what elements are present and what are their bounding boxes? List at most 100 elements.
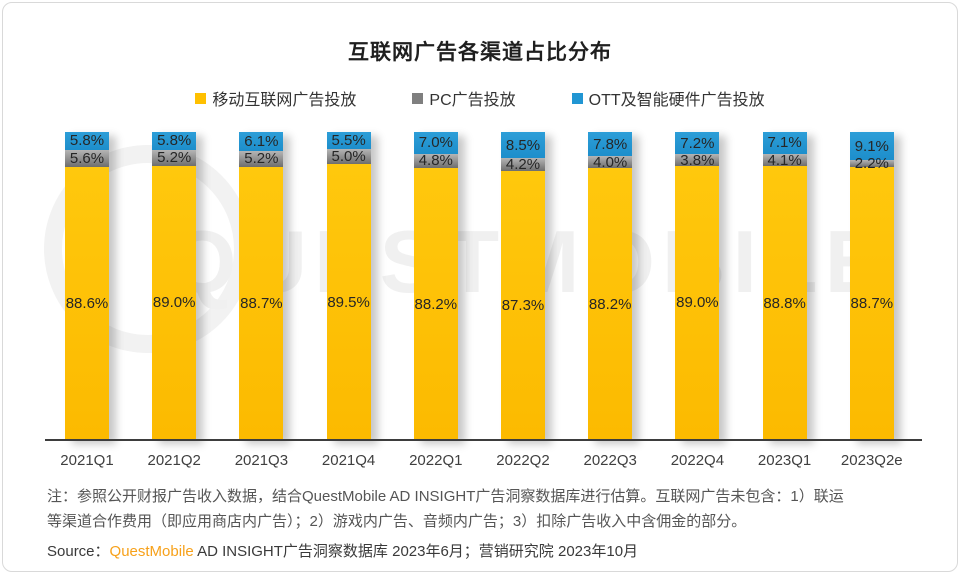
legend-swatch-icon bbox=[195, 92, 207, 104]
bar-segment-pc: 3.8% bbox=[675, 151, 720, 169]
legend-swatch-icon bbox=[571, 92, 583, 104]
segment-value-label: 88.6% bbox=[65, 295, 109, 313]
legend-item-1: PC广告投放 bbox=[412, 86, 516, 110]
bar-segment-pc: 4.8% bbox=[413, 152, 458, 170]
bar-segment-mobile: 88.7% bbox=[849, 166, 894, 440]
segment-value-label: 5.2% bbox=[244, 150, 279, 168]
x-axis-label-2022Q1: 2022Q1 bbox=[409, 452, 463, 469]
segment-value-label: 7.2% bbox=[680, 134, 715, 152]
segment-value-label: 5.6% bbox=[69, 149, 105, 167]
segment-value-label: 2.2% bbox=[854, 154, 889, 172]
x-axis-label-2021Q4: 2021Q4 bbox=[321, 452, 376, 469]
stacked-bar-2022Q4: 7.2% 3.8% 89.0% bbox=[675, 132, 720, 440]
bar-segment-mobile: 88.2% bbox=[588, 168, 633, 440]
legend-item-0: 移动互联网广告投放 bbox=[195, 86, 356, 110]
segment-value-label: 7.0% bbox=[418, 134, 453, 152]
bar-segment-ott: 9.1% bbox=[849, 132, 894, 161]
bar-segment-pc: 5.0% bbox=[326, 148, 371, 166]
footnote-line-1: 注：参照公开财报广告收入数据，结合QuestMobile AD INSIGHT广… bbox=[47, 488, 844, 505]
bar-segment-mobile: 88.8% bbox=[762, 166, 807, 440]
stacked-bar-chart: 5.8% 5.6% 88.6% 5.8% 5.2% 89.0% 6.1% 5.2% 88.7% 5… bbox=[0, 132, 960, 440]
bar-segment-mobile: 89.0% bbox=[152, 165, 197, 440]
segment-value-label: 5.8% bbox=[157, 132, 192, 150]
bar-segment-ott: 6.1% bbox=[239, 132, 284, 151]
segment-value-label: 5.0% bbox=[331, 148, 366, 166]
x-axis-label-2021Q1: 2021Q1 bbox=[60, 452, 114, 469]
bar-segment-mobile: 88.6% bbox=[65, 167, 109, 440]
legend-label: OTT及智能硬件广告投放 bbox=[588, 92, 765, 109]
footnote-line-2: 等渠道合作费用（即应用商店内广告）；2）游戏内广告、音频内广告；3）扣除广告收入… bbox=[47, 513, 747, 530]
segment-value-label: 5.5% bbox=[331, 131, 366, 149]
segment-value-label: 88.7% bbox=[850, 294, 894, 312]
stacked-bar-2023Q1: 7.1% 4.1% 88.8% bbox=[762, 132, 807, 440]
bar-segment-ott: 5.8% bbox=[65, 132, 109, 150]
x-axis-label-2022Q2: 2022Q2 bbox=[496, 452, 550, 469]
stacked-bar-2021Q3: 6.1% 5.2% 88.7% bbox=[239, 132, 284, 440]
bar-segment-ott: 8.5% bbox=[501, 132, 545, 159]
bar-segment-mobile: 88.2% bbox=[413, 168, 458, 440]
segment-value-label: 6.1% bbox=[244, 132, 279, 150]
segment-value-label: 4.1% bbox=[767, 151, 802, 169]
legend-label: PC广告投放 bbox=[429, 92, 516, 109]
stacked-bar-2023Q2e: 9.1% 2.2% 88.7% bbox=[849, 132, 894, 440]
stacked-bar-2021Q4: 5.5% 5.0% 89.5% bbox=[326, 131, 371, 440]
segment-value-label: 89.0% bbox=[152, 294, 196, 312]
bar-segment-pc: 4.0% bbox=[588, 153, 633, 171]
segment-value-label: 4.0% bbox=[593, 153, 628, 171]
x-axis-label-2023Q2e: 2023Q2e bbox=[840, 452, 903, 469]
x-axis-label-2023Q1: 2023Q1 bbox=[757, 452, 812, 469]
source-line: Source：QuestMobile AD INSIGHT广告洞察数据库 202… bbox=[47, 540, 638, 561]
stacked-bar-2022Q3: 7.8% 4.0% 88.2% bbox=[588, 132, 633, 440]
bar-segment-ott: 5.8% bbox=[152, 132, 197, 150]
bar-segment-mobile: 89.5% bbox=[326, 164, 371, 440]
segment-value-label: 88.2% bbox=[588, 295, 632, 313]
stacked-bar-2022Q1: 7.0% 4.8% 88.2% bbox=[413, 132, 458, 440]
segment-value-label: 4.8% bbox=[418, 152, 453, 170]
segment-value-label: 88.8% bbox=[763, 294, 806, 312]
legend-label: 移动互联网广告投放 bbox=[212, 92, 357, 109]
segment-value-label: 5.2% bbox=[157, 149, 192, 167]
legend: 移动互联网广告投放 PC广告投放 OTT及智能硬件广告投放 bbox=[0, 86, 960, 110]
segment-value-label: 5.8% bbox=[69, 132, 105, 150]
segment-value-label: 3.8% bbox=[680, 151, 715, 169]
bar-segment-pc: 5.6% bbox=[65, 149, 109, 168]
segment-value-label: 9.1% bbox=[854, 137, 889, 155]
source-prefix: Source： bbox=[47, 543, 110, 560]
x-axis-line bbox=[45, 439, 922, 441]
bar-segment-ott: 7.1% bbox=[762, 132, 807, 154]
x-axis-label-2022Q4: 2022Q4 bbox=[670, 452, 725, 469]
bar-segment-ott: 7.0% bbox=[413, 132, 458, 154]
stacked-bar-2021Q2: 5.8% 5.2% 89.0% bbox=[152, 132, 197, 440]
footnote: 注：参照公开财报广告收入数据，结合QuestMobile AD INSIGHT广… bbox=[47, 484, 927, 534]
bar-segment-ott: 7.8% bbox=[588, 132, 633, 157]
legend-swatch-icon bbox=[412, 92, 424, 104]
segment-value-label: 88.2% bbox=[414, 295, 458, 313]
bar-segment-ott: 5.5% bbox=[326, 131, 371, 149]
stacked-bar-2022Q2: 8.5% 4.2% 87.3% bbox=[501, 132, 545, 440]
segment-value-label: 4.2% bbox=[505, 156, 541, 174]
bar-segment-mobile: 88.7% bbox=[239, 166, 284, 440]
source-detail: AD INSIGHT广告洞察数据库 2023年6月；营销研究院 2023年10月 bbox=[193, 543, 639, 560]
bar-segment-pc: 4.1% bbox=[762, 151, 807, 169]
bar-segment-pc: 5.2% bbox=[239, 150, 284, 168]
bar-segment-pc: 5.2% bbox=[152, 149, 197, 167]
chart-title: 互联网广告各渠道占比分布 bbox=[348, 41, 612, 64]
x-axis-label-2021Q3: 2021Q3 bbox=[234, 452, 289, 469]
segment-value-label: 8.5% bbox=[505, 136, 541, 154]
stacked-bar-2021Q1: 5.8% 5.6% 88.6% bbox=[65, 132, 109, 440]
legend-item-2: OTT及智能硬件广告投放 bbox=[571, 86, 765, 110]
segment-value-label: 7.8% bbox=[593, 135, 628, 153]
bar-segment-pc: 2.2% bbox=[849, 156, 894, 171]
bar-segment-mobile: 87.3% bbox=[501, 171, 545, 440]
x-axis-label-2021Q2: 2021Q2 bbox=[147, 452, 201, 469]
x-axis-label-2022Q3: 2022Q3 bbox=[583, 452, 637, 469]
x-axis-labels: 2021Q1 2021Q2 2021Q3 2021Q4 2022Q1 2022Q2 2022… bbox=[0, 452, 960, 472]
segment-value-label: 7.1% bbox=[767, 134, 802, 152]
bar-segment-mobile: 89.0% bbox=[675, 165, 720, 440]
bar-segment-pc: 4.2% bbox=[501, 156, 545, 174]
segment-value-label: 89.0% bbox=[676, 294, 719, 312]
segment-value-label: 87.3% bbox=[501, 297, 545, 315]
segment-value-label: 88.7% bbox=[240, 294, 283, 312]
source-brand: QuestMobile bbox=[109, 543, 194, 560]
bar-segment-ott: 7.2% bbox=[675, 132, 720, 155]
